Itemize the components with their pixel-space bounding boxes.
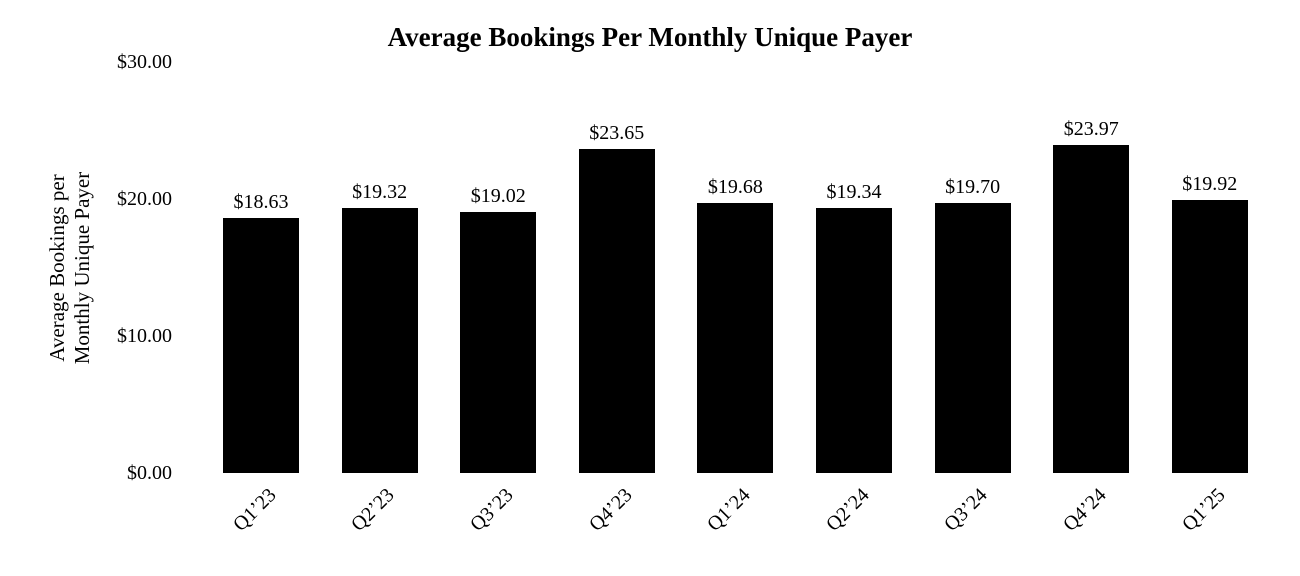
y-tick-label-0: $0.00 (127, 462, 172, 484)
x-tick-text: Q4’24 (1059, 484, 1111, 536)
y-tick-label-20: $20.00 (117, 188, 172, 210)
bar-Q3’23 (460, 212, 537, 473)
x-tick-text: Q4’23 (584, 484, 637, 536)
x-tick-text: Q2’23 (347, 484, 400, 536)
bar-value-label-Q4’23: $23.65 (589, 121, 645, 144)
x-tick-text: Q1’24 (703, 484, 755, 536)
bar-value-label-Q2’23: $19.32 (352, 181, 408, 204)
y-axis-title: Average Bookings per Monthly Unique Paye… (45, 118, 95, 418)
y-axis-title-line1: Average Bookings per (45, 174, 69, 362)
bar-value-label-Q2’24: $19.34 (826, 181, 882, 204)
bar-Q2’23 (341, 208, 418, 473)
bar-Q4’24 (1053, 144, 1130, 473)
y-tick-label-30: $30.00 (117, 51, 172, 73)
chart-title: Average Bookings Per Monthly Unique Paye… (387, 22, 913, 52)
bar-Q4’23 (578, 148, 655, 473)
bar-Q1’25 (1171, 200, 1248, 473)
x-tick-text: Q3’24 (940, 484, 993, 536)
bar-value-label-Q3’24: $19.70 (945, 176, 1001, 199)
bar-value-label-Q1’25: $19.92 (1182, 173, 1238, 196)
x-tick-text: Q2’24 (821, 484, 874, 536)
bar-Q1’23 (223, 217, 299, 473)
bar-Q1’24 (697, 203, 774, 473)
bar-Q2’24 (816, 208, 892, 473)
x-tick-text: Q1’23 (228, 484, 281, 536)
bar-value-label-Q4’24: $23.97 (1063, 117, 1119, 140)
y-axis-title-line2: Monthly Unique Payer (70, 171, 94, 365)
y-tick-label-10: $10.00 (117, 325, 172, 347)
bar-value-label-Q1’24: $19.68 (707, 176, 763, 199)
bar-Q3’24 (934, 203, 1011, 473)
bar-value-label-Q3’23: $19.02 (470, 185, 526, 208)
x-tick-text: Q1’25 (1177, 484, 1230, 536)
bar-value-label-Q1’23: $18.63 (233, 190, 289, 213)
x-tick-text: Q3’23 (466, 484, 518, 536)
